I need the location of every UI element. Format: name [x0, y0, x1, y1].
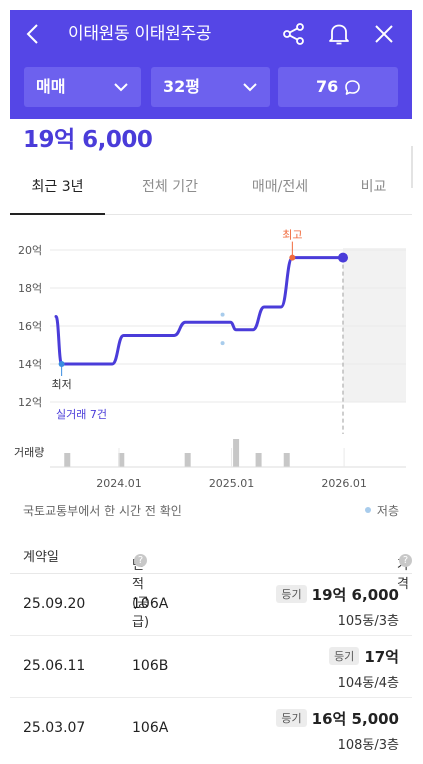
max-label: 최고: [282, 229, 302, 242]
help-icon[interactable]: ?: [134, 554, 147, 567]
volume-bar: [233, 439, 240, 467]
tab-sale-lease[interactable]: 매매/전세: [251, 179, 309, 195]
help-icon[interactable]: ?: [399, 554, 412, 567]
comments-button[interactable]: 76: [278, 67, 398, 107]
table-row[interactable]: 25.09.20 106A 등기 19억 6,000 105동/3층: [10, 574, 412, 636]
x-tick-label: 2024.01: [96, 477, 142, 490]
max-point: [289, 254, 296, 261]
x-tick-label: 2025.01: [209, 477, 255, 490]
volume-bar: [255, 453, 262, 467]
data-source-info: 국토교통부에서 한 시간 전 확인: [23, 504, 182, 518]
current-point: [338, 252, 348, 263]
row-unit: 108동/3층: [337, 738, 399, 753]
chevron-down-icon: [243, 83, 257, 92]
legend-dot: [364, 507, 371, 513]
size-select[interactable]: 32평: [151, 67, 270, 107]
back-icon[interactable]: [22, 22, 46, 46]
row-price-line: 등기 16억 5,000: [276, 708, 399, 729]
comments-count: 76: [316, 77, 339, 96]
size-value: 32평: [163, 77, 200, 96]
volume-bar: [184, 453, 191, 467]
tab-compare[interactable]: 비교: [360, 179, 387, 195]
y-tick-label: 20억: [18, 244, 42, 257]
row-price: 19억 6,000: [311, 586, 399, 604]
period-tabs: 최근 3년 전체 기간 매매/전세 비교: [10, 170, 412, 215]
y-tick-label: 18억: [18, 282, 42, 295]
row-area: 106B: [132, 658, 169, 674]
row-area: 106A: [132, 596, 169, 612]
registered-badge: 등기: [276, 585, 307, 603]
row-unit: 104동/4층: [337, 676, 399, 691]
row-price-line: 등기 19억 6,000: [276, 584, 399, 605]
volume-bar: [283, 453, 290, 467]
low-floor-point: [220, 312, 225, 317]
row-unit: 105동/3층: [337, 614, 399, 629]
close-icon[interactable]: [371, 21, 397, 47]
share-icon[interactable]: [281, 21, 307, 47]
volume-bar: [64, 453, 71, 467]
y-tick-label: 12억: [18, 396, 42, 409]
future-region: [343, 248, 406, 402]
title-row: 이태원동 이태원주공: [10, 10, 412, 58]
trade-count-label: 실거래 7건: [56, 408, 107, 421]
table-row[interactable]: 25.06.11 106B 등기 17억 104동/4층: [10, 636, 412, 698]
row-date: 25.03.07: [23, 720, 86, 736]
deal-type-select[interactable]: 매매: [24, 67, 141, 107]
registered-badge: 등기: [276, 709, 307, 727]
page-title: 이태원동 이태원주공: [68, 24, 212, 44]
volume-label: 거래량: [14, 446, 44, 459]
y-tick-label: 16억: [18, 320, 42, 333]
row-area: 106A: [132, 720, 169, 736]
deal-type-value: 매매: [36, 77, 66, 96]
row-price-line: 등기 17억: [329, 646, 399, 667]
row-price: 17억: [364, 648, 399, 666]
header-bar: 이태원동 이태원주공 매매 32평 76: [10, 10, 412, 119]
chat-bubble-icon: [345, 80, 360, 95]
header-date: 계약일: [23, 550, 59, 565]
row-date: 25.06.11: [23, 658, 86, 674]
price-line: [54, 256, 345, 366]
min-point: [58, 361, 65, 367]
table-header: 계약일 면적(공급)? 가격?: [10, 538, 412, 630]
tab-all-period[interactable]: 전체 기간: [142, 179, 198, 195]
min-label: 최저: [52, 378, 72, 391]
current-price: 19억 6,000: [23, 127, 153, 153]
chevron-down-icon: [114, 83, 128, 92]
x-tick-label: 2026.01: [321, 477, 367, 490]
tab-recent-3-years[interactable]: 최근 3년: [10, 170, 105, 215]
row-price: 16억 5,000: [311, 710, 399, 728]
divider: [411, 146, 413, 188]
legend-low-floor: 저층: [364, 502, 399, 519]
y-tick-label: 14억: [18, 358, 42, 371]
low-floor-point: [220, 341, 225, 346]
row-date: 25.09.20: [23, 596, 86, 612]
legend-low-floor-label: 저층: [376, 504, 399, 518]
registered-badge: 등기: [329, 647, 360, 665]
bell-icon[interactable]: [326, 21, 352, 47]
table-row[interactable]: 25.03.07 106A 등기 16억 5,000 108동/3층: [10, 698, 412, 760]
volume-bar: [118, 453, 125, 467]
